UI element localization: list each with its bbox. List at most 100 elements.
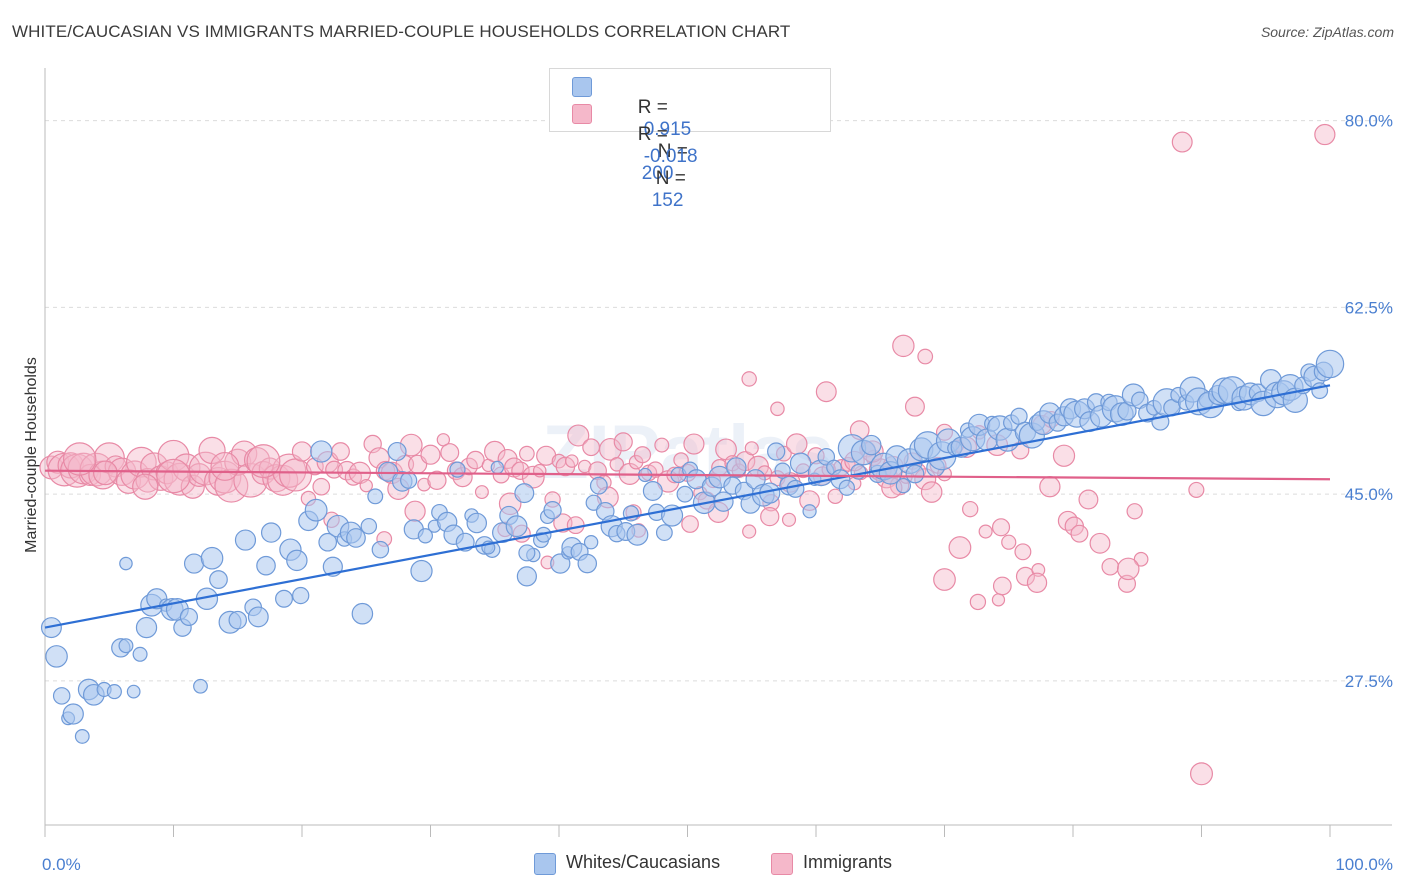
legend: R = 0.915 N = 200 R = -0.018 N = 152 [549,68,831,211]
point-immigrants [962,500,979,518]
point-immigrants [466,450,485,470]
point-whites [895,477,912,494]
point-immigrants [1015,566,1036,586]
y-tick-labels: 27.5% 45.0% 62.5% 80.0% [1345,112,1393,691]
point-immigrants [1057,510,1078,531]
point-immigrants [567,424,590,447]
point-whites [119,556,133,571]
point-immigrants [427,470,447,490]
point-whites [256,555,276,576]
point-immigrants [417,477,431,492]
legend-row-immigrants: R = -0.018 N = 152 [572,102,698,211]
point-whites [292,586,310,605]
point-immigrants [566,516,585,535]
legend-n-label: N = [655,168,686,189]
point-immigrants [214,468,249,503]
point-immigrants [1126,503,1143,520]
point-immigrants [654,437,670,453]
point-whites [106,684,122,700]
point-immigrants [1089,532,1111,554]
point-immigrants [917,348,934,365]
point-immigrants [992,576,1012,596]
trend-line-whites [44,384,1331,629]
point-immigrants [582,438,601,457]
point-whites [346,528,366,548]
point-whites [514,483,535,504]
point-immigrants [1188,481,1205,498]
point-whites [589,476,608,495]
trend-lines [44,384,1331,629]
point-whites [247,606,269,628]
point-whites [642,481,663,501]
point-immigrants [599,437,622,461]
point-whites [726,457,747,478]
point-immigrants [440,443,460,463]
point-immigrants [198,436,226,465]
point-immigrants [331,442,350,461]
point-immigrants [785,433,808,455]
point-whites [52,687,71,705]
point-whites [676,485,694,503]
point-whites [183,553,205,574]
legend-swatch-immigrants [572,104,592,124]
point-whites [62,703,84,725]
point-whites [516,566,537,587]
point-whites [351,602,374,625]
point-immigrants [760,506,780,527]
point-immigrants [948,536,972,559]
point-immigrants [359,478,373,493]
point-immigrants [892,334,915,358]
point-immigrants [312,477,331,496]
legend-r-label: R = [637,97,668,118]
point-whites [655,524,673,542]
y-tick-label: 62.5% [1345,298,1393,317]
y-tick-label: 45.0% [1345,485,1393,504]
trend-line-immigrants [44,469,1331,481]
point-immigrants [683,433,705,455]
legend-n-value: 152 [651,190,684,211]
point-immigrants [521,465,545,489]
point-whites [360,517,378,535]
source-credit: Source: ZipAtlas.com [1260,24,1394,40]
point-immigrants [933,568,956,591]
point-whites [135,616,158,639]
point-immigrants [815,381,837,403]
point-immigrants [1101,557,1120,576]
x-tick-labels: 0.0% 100.0% [42,855,1393,874]
point-whites [193,678,208,694]
legend-row-whites: R = 0.915 N = 200 [572,75,691,184]
point-whites [838,479,855,496]
point-immigrants [291,441,313,462]
point-whites [275,589,293,608]
legend-r-value: -0.018 [643,146,698,167]
point-immigrants [246,444,281,479]
point-whites [260,522,282,543]
legend-n-value: 200 [641,163,674,184]
point-whites [200,546,224,570]
point-whites [518,544,536,562]
x-tick-label: 100.0% [1335,855,1393,874]
x-tick-label: 0.0% [42,855,81,874]
point-whites [767,442,786,461]
point-whites [905,464,925,484]
point-whites [543,501,562,520]
point-whites [318,532,338,552]
point-whites [1315,349,1345,379]
point-immigrants [770,401,785,417]
point-whites [45,645,68,668]
point-immigrants [519,445,535,462]
point-immigrants [920,481,943,503]
point-immigrants [1039,476,1061,498]
point-immigrants [565,454,579,468]
point-immigrants [991,593,1006,607]
y-tick-label: 80.0% [1345,112,1393,131]
point-immigrants [1189,762,1214,786]
point-whites [583,534,599,550]
point-whites [378,461,399,482]
point-whites [179,607,199,627]
point-immigrants [681,515,699,533]
point-immigrants [609,457,625,472]
point-immigrants [132,473,159,500]
point-immigrants [1014,543,1032,561]
point-whites [789,452,812,474]
